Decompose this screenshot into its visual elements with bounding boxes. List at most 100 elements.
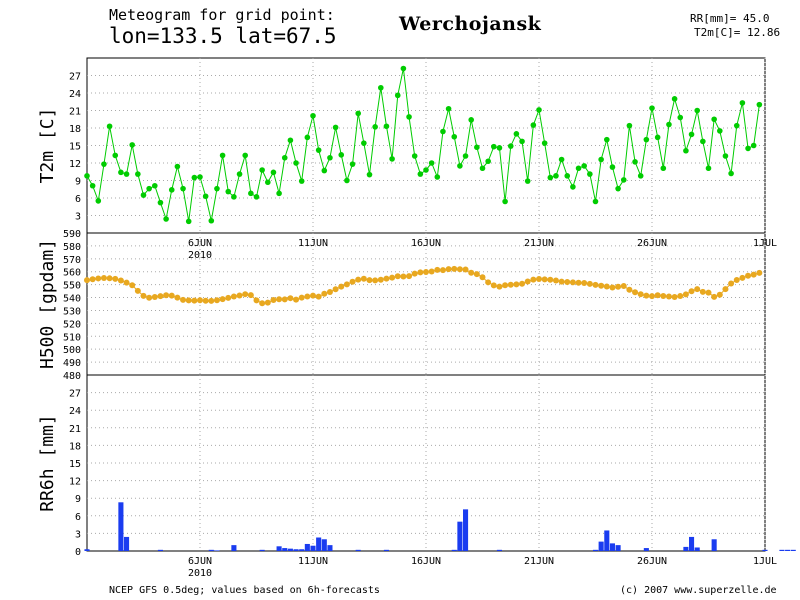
precip-bar	[231, 545, 237, 551]
data-point	[479, 274, 486, 281]
data-point	[123, 171, 130, 177]
data-point	[417, 269, 424, 276]
precip-bar	[592, 549, 599, 551]
data-point	[287, 137, 294, 144]
data-point	[383, 275, 390, 282]
data-point	[106, 123, 113, 130]
y-tick-label: 540	[63, 294, 81, 305]
data-point	[378, 84, 384, 91]
data-point	[699, 288, 706, 295]
data-point	[513, 131, 520, 137]
data-point	[197, 297, 203, 304]
data-point	[355, 110, 362, 117]
data-point	[564, 173, 571, 179]
data-point	[157, 293, 164, 300]
data-point	[592, 198, 599, 205]
data-point	[349, 278, 356, 285]
data-point	[575, 279, 582, 286]
data-point	[615, 185, 621, 192]
data-point	[485, 158, 491, 165]
data-point	[581, 279, 588, 286]
data-point	[247, 292, 254, 299]
data-point	[343, 281, 350, 288]
y-tick-label: 500	[63, 345, 81, 356]
data-point	[462, 266, 469, 273]
data-point	[101, 161, 107, 167]
data-point	[276, 296, 283, 303]
data-point	[587, 171, 593, 177]
data-point	[428, 268, 435, 275]
data-point	[728, 280, 735, 287]
data-point	[253, 297, 260, 304]
data-point	[530, 276, 537, 283]
data-point	[750, 271, 757, 278]
y-tick-label: 9	[75, 494, 81, 505]
data-point	[609, 284, 616, 291]
data-point	[411, 270, 418, 277]
data-point	[372, 124, 378, 130]
data-point	[552, 277, 559, 284]
data-point	[440, 128, 446, 135]
data-point	[400, 65, 407, 72]
data-point	[389, 274, 396, 281]
x-tick-label: 16JUN	[411, 238, 441, 249]
data-point	[711, 293, 718, 300]
data-point	[208, 217, 215, 224]
precip-bar	[208, 549, 214, 551]
data-point	[490, 282, 497, 289]
meteogram-title: Meteogram for grid point:	[109, 6, 335, 24]
y-tick-label: 24	[69, 406, 81, 417]
y-tick-label: 12	[69, 159, 81, 170]
data-point	[660, 292, 667, 299]
data-point	[100, 275, 107, 282]
precip-bar	[779, 549, 785, 551]
data-point	[219, 296, 226, 303]
data-point	[756, 269, 763, 276]
y-tick-label: 12	[69, 477, 81, 488]
data-point	[332, 286, 339, 293]
data-point	[394, 92, 401, 99]
data-point	[643, 136, 650, 143]
data-point	[462, 153, 469, 159]
data-point	[253, 194, 260, 200]
data-point	[140, 292, 147, 299]
precip-bar	[689, 536, 695, 551]
data-point	[95, 198, 102, 204]
data-point	[377, 276, 384, 283]
precip-bar	[790, 549, 796, 551]
data-point	[598, 282, 605, 289]
data-point	[248, 190, 254, 197]
data-point	[95, 275, 102, 282]
data-point	[439, 267, 446, 274]
data-point	[202, 297, 209, 304]
y-tick-label: 18	[69, 441, 81, 452]
data-point	[643, 292, 650, 299]
precip-bar	[118, 502, 124, 551]
data-point	[705, 165, 712, 172]
precip-bar	[355, 549, 361, 551]
data-point	[168, 292, 175, 299]
data-point	[558, 278, 565, 285]
data-point	[598, 156, 604, 163]
data-point	[569, 279, 576, 286]
data-point	[259, 167, 265, 173]
data-point	[750, 142, 757, 149]
precip-bar	[299, 549, 305, 551]
data-point	[717, 128, 723, 134]
data-point	[417, 171, 424, 177]
data-point	[321, 167, 328, 174]
data-point	[739, 274, 746, 281]
data-point	[163, 292, 170, 299]
precip-bar	[304, 543, 310, 551]
data-point	[84, 173, 90, 179]
data-point	[547, 174, 554, 181]
data-point	[315, 293, 322, 300]
precip-bar	[293, 549, 299, 551]
data-point	[728, 170, 734, 177]
data-point	[434, 266, 441, 273]
precip-bar	[214, 550, 220, 551]
y-tick-label: 520	[63, 319, 81, 330]
data-point	[276, 190, 282, 197]
data-point	[524, 278, 531, 285]
